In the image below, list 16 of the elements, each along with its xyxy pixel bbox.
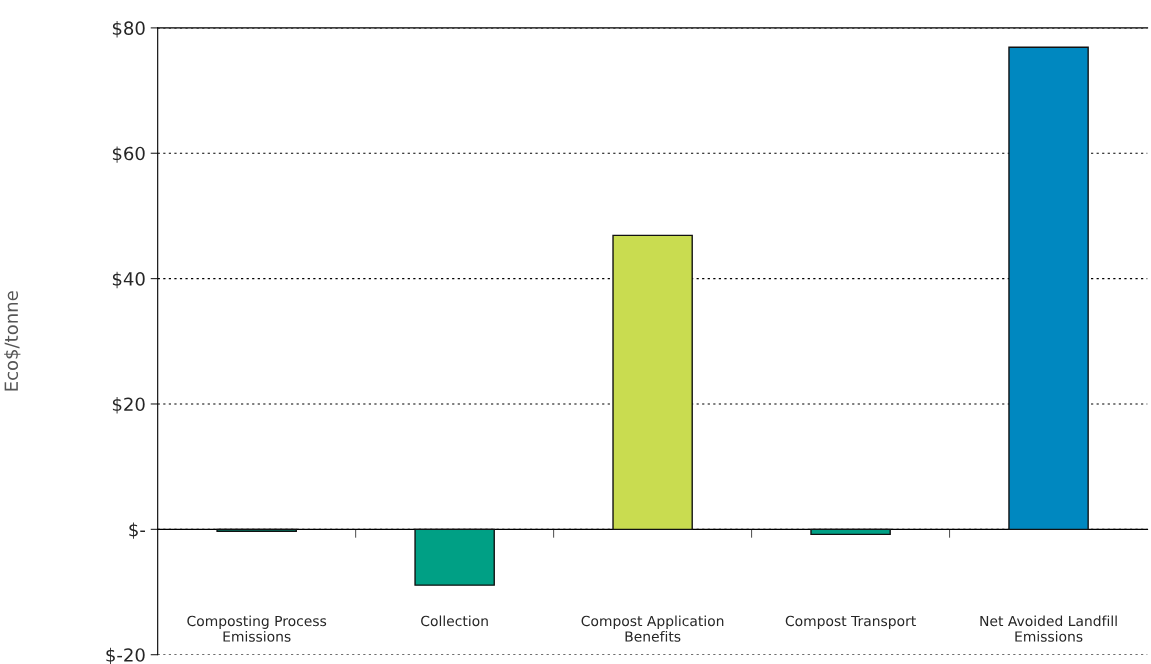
bar [1008, 46, 1089, 531]
y-tick-label: $- [129, 522, 145, 539]
x-tick-label: Net Avoided Landfill Emissions [980, 615, 1117, 642]
y-tick-label: $40 [112, 271, 145, 289]
bar [810, 528, 891, 536]
y-axis-title: Eco$/tonne [4, 291, 21, 391]
bar [414, 528, 495, 586]
x-tick-label: Composting Process Emissions [187, 615, 327, 642]
x-tick-label: Compost Transport [785, 615, 916, 629]
bar [612, 234, 693, 531]
x-tick-label: Compost Application Benefits [581, 615, 724, 642]
y-tick-label: $60 [112, 146, 145, 163]
y-tick-label: $20 [112, 397, 145, 414]
y-tick-label: $-20 [106, 647, 145, 664]
y-tick-label: $80 [112, 21, 145, 38]
x-tick-label: Collection [421, 615, 488, 627]
